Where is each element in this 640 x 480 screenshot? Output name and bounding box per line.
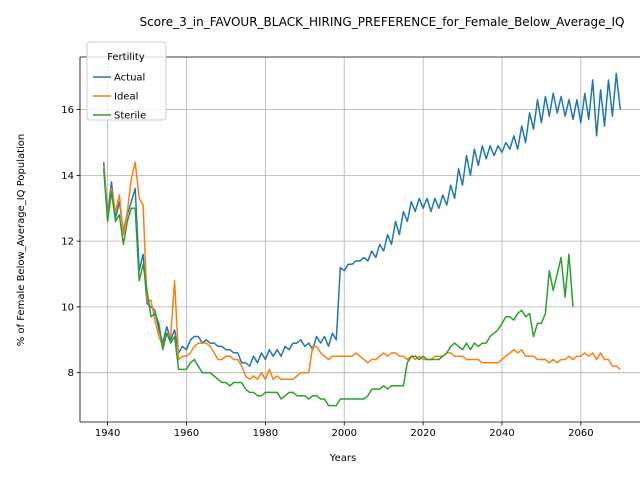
y-tick-label: 10 xyxy=(61,302,74,313)
series-line-sterile xyxy=(102,168,574,407)
series-line-actual xyxy=(102,72,622,367)
legend-label: Sterile xyxy=(114,111,146,122)
y-tick-label: 14 xyxy=(61,171,74,182)
y-tick-label: 16 xyxy=(61,105,74,116)
x-tick-label: 1980 xyxy=(253,428,278,439)
legend-box xyxy=(86,41,167,121)
y-axis-ticks: 8 10 12 14 16 xyxy=(61,105,80,379)
y-tick-label: 8 xyxy=(68,368,74,379)
series-line-ideal xyxy=(102,161,621,381)
grid xyxy=(80,57,640,422)
x-axis-ticks: 1940 1960 1980 2000 2020 2040 2060 xyxy=(95,422,594,439)
x-tick-label: 2060 xyxy=(568,428,593,439)
x-tick-label: 2020 xyxy=(410,428,435,439)
x-tick-label: 2000 xyxy=(331,428,356,439)
x-axis-label: Years xyxy=(329,453,356,464)
axes-frame xyxy=(79,56,640,423)
y-axis-label: % of Female Below_Average_IQ Population xyxy=(16,134,27,347)
x-tick-label: 1940 xyxy=(95,428,120,439)
x-tick-label: 1960 xyxy=(174,428,199,439)
legend-title: Fertility xyxy=(107,52,145,63)
legend: Fertility Actual Ideal Sterile xyxy=(86,41,167,122)
chart-title: Score_3_in_FAVOUR_BLACK_HIRING_PREFERENC… xyxy=(140,15,625,29)
x-tick-label: 2040 xyxy=(489,428,514,439)
legend-label: Ideal xyxy=(114,92,138,103)
series-layer xyxy=(102,72,622,407)
y-tick-label: 12 xyxy=(61,237,74,248)
legend-label: Actual xyxy=(114,73,145,84)
